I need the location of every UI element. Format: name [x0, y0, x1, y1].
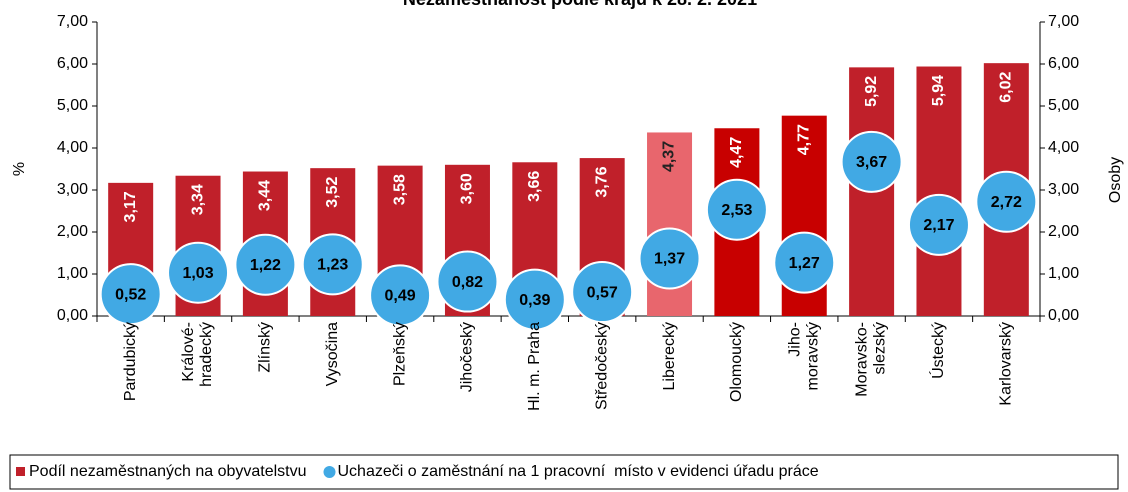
bar-value-label: 4,47 — [728, 137, 745, 168]
bar-value-label: 3,76 — [593, 166, 610, 197]
bubble-value-label: 1,37 — [654, 251, 685, 268]
bubble-value-label: 0,57 — [587, 284, 618, 301]
bubble-value-label: 1,27 — [789, 255, 820, 272]
y-tick-label: 2,00 — [57, 223, 88, 240]
y-tick-label: 7,00 — [57, 13, 88, 30]
bar-value-label: 5,92 — [863, 76, 880, 107]
x-tick-label: Olomoucký — [728, 322, 745, 402]
x-tick-label: Hl. m. Praha — [526, 322, 543, 411]
x-tick-label: Pardubický — [122, 322, 139, 401]
x-tick-label: Jihočeský — [459, 322, 476, 392]
y2-tick-label: 1,00 — [1048, 265, 1079, 282]
bubble-value-label: 0,52 — [115, 286, 146, 303]
x-tick-label: Ústecký — [928, 322, 947, 379]
bubble — [975, 170, 1038, 233]
y-tick-label: 6,00 — [57, 55, 88, 72]
y-axis-label: % — [11, 162, 28, 176]
bubble — [571, 261, 634, 324]
bubble-value-label: 1,03 — [182, 265, 213, 282]
x-tick-label: Středočeský — [593, 322, 610, 410]
bubble — [773, 231, 836, 294]
bubble-value-label: 0,49 — [385, 288, 416, 305]
bubble-value-label: 2,53 — [721, 202, 752, 219]
legend-box — [9, 454, 1119, 490]
bubble — [840, 130, 903, 193]
x-tick-label: Karlovarský — [998, 322, 1015, 406]
bar — [916, 66, 962, 317]
bar-value-label: 3,52 — [324, 176, 341, 207]
bubble — [907, 193, 970, 256]
y2-tick-label: 3,00 — [1048, 181, 1079, 198]
bubble-value-label: 1,23 — [317, 257, 348, 274]
x-tick-label: Vysočina — [324, 322, 341, 386]
bubble — [638, 227, 701, 290]
bubble-value-label: 0,39 — [519, 292, 550, 309]
bubble-value-label: 2,17 — [923, 217, 954, 234]
bubble — [99, 263, 162, 326]
y-tick-label: 4,00 — [57, 139, 88, 156]
bubble — [436, 250, 499, 313]
y2-axis-label: Osoby — [1107, 157, 1124, 203]
bubble — [234, 233, 297, 296]
bubble-value-label: 3,67 — [856, 154, 887, 171]
bubble — [301, 233, 364, 296]
y-tick-label: 5,00 — [57, 97, 88, 114]
bar-value-label: 5,94 — [930, 75, 947, 106]
x-tick-label: Králové-hradecký — [180, 322, 215, 387]
bar-value-label: 4,37 — [661, 141, 678, 172]
legend-swatch — [16, 467, 25, 476]
bubble-value-label: 2,72 — [991, 194, 1022, 211]
bar-value-label: 3,17 — [122, 191, 139, 222]
bubble — [705, 178, 768, 241]
y2-tick-label: 2,00 — [1048, 223, 1079, 240]
x-tick-label: Plzeňský — [391, 322, 408, 386]
y-tick-label: 1,00 — [57, 265, 88, 282]
bar-value-label: 6,02 — [998, 71, 1015, 102]
bubble — [503, 268, 566, 331]
bar-value-label: 3,66 — [526, 171, 543, 202]
y-tick-label: 3,00 — [57, 181, 88, 198]
bubble-value-label: 1,22 — [250, 257, 281, 274]
bar-value-label: 4,77 — [795, 124, 812, 155]
chart-title: Nezaměstnanost podle krajů k 28. 2. 2021 — [403, 0, 757, 9]
legend-label: Podíl nezaměstnaných na obyvatelstvu — [29, 463, 307, 480]
x-tick-label: Liberecký — [661, 322, 678, 390]
y2-tick-label: 7,00 — [1048, 13, 1079, 30]
bar-value-label: 3,44 — [257, 180, 274, 211]
y2-tick-label: 4,00 — [1048, 139, 1079, 156]
bubble-value-label: 0,82 — [452, 274, 483, 291]
bar-value-label: 3,58 — [391, 174, 408, 205]
x-tick-label: Jiho-moravský — [786, 322, 821, 390]
bar-value-label: 3,34 — [189, 184, 206, 215]
legend-label: Uchazeči o zaměstnání na 1 pracovní míst… — [338, 463, 819, 480]
y-tick-label: 0,00 — [57, 307, 88, 324]
bar-value-label: 3,60 — [459, 173, 476, 204]
x-tick-label: Zlínský — [257, 322, 274, 373]
y2-tick-label: 6,00 — [1048, 55, 1079, 72]
bubble — [167, 241, 230, 304]
legend-swatch — [323, 466, 336, 478]
x-tick-label: Moravsko-slezský — [854, 322, 889, 397]
bubble — [369, 264, 432, 327]
y2-tick-label: 5,00 — [1048, 97, 1079, 114]
y2-tick-label: 0,00 — [1048, 307, 1079, 324]
